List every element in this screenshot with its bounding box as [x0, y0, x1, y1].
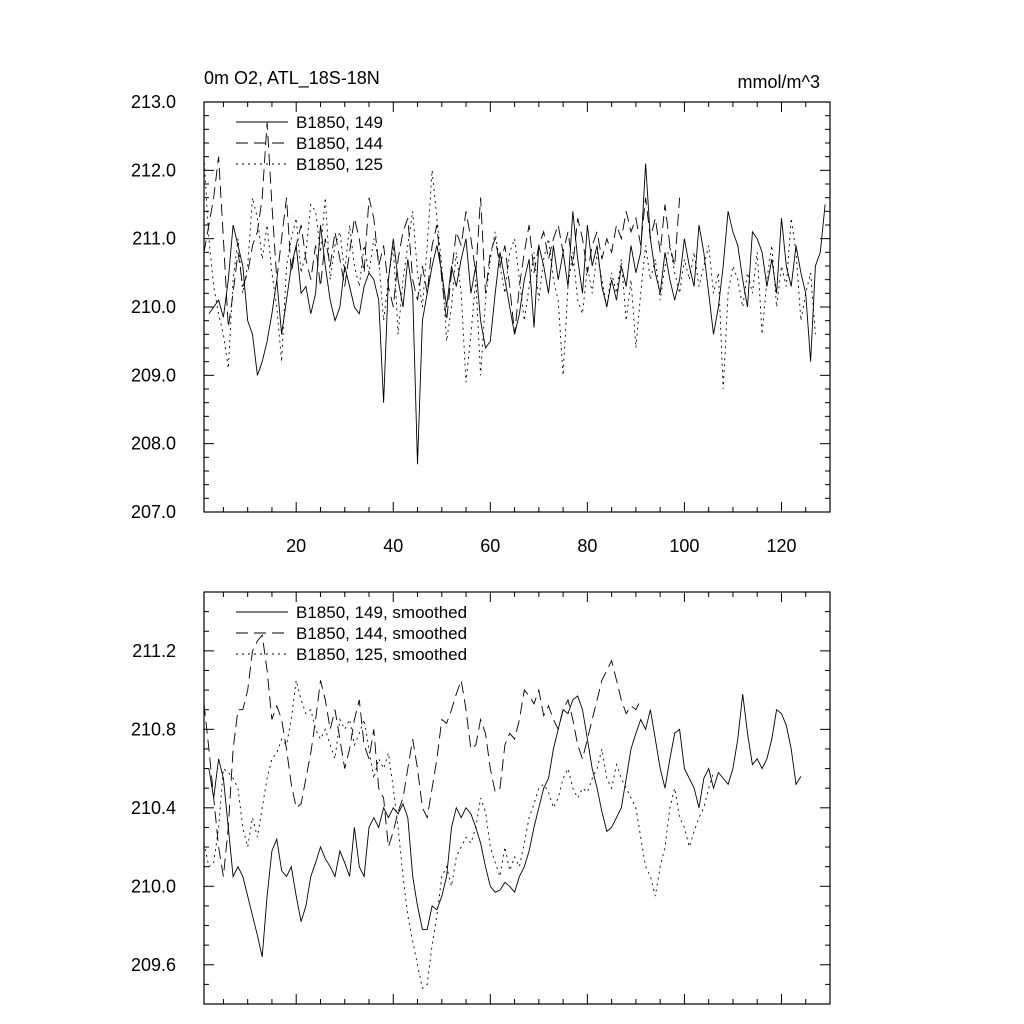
bottom-panel: 209.6 210.0 210.4 210.8 211.2 B1850, 149, sm… — [131, 591, 831, 1005]
panel-title: 0m O2, ATL_18S-18N — [204, 68, 380, 89]
y-tick-label: 210.8 — [131, 719, 176, 739]
x-tick-label: 60 — [480, 536, 500, 556]
x-tick-label: 20 — [286, 536, 306, 556]
x-tick-label: 80 — [577, 536, 597, 556]
y-tick-label: 208.0 — [131, 434, 176, 454]
legend-label: B1850, 125 — [296, 155, 383, 174]
series-line-3 — [203, 156, 816, 390]
legend-label: B1850, 144, smoothed — [296, 624, 467, 643]
series-line-1 — [208, 163, 826, 465]
x-tick-label: 40 — [383, 536, 403, 556]
y-tick-label: 209.0 — [131, 365, 176, 385]
plot-frame — [203, 101, 831, 513]
y-tick-label: 210.4 — [131, 798, 176, 818]
series-line-1 — [208, 693, 802, 957]
legend-label: B1850, 149 — [296, 113, 383, 132]
y-tick-label: 209.6 — [131, 955, 176, 975]
y-tick-label: 213.0 — [131, 92, 176, 112]
y-tick-label: 207.0 — [131, 502, 176, 522]
legend-label: B1850, 149, smoothed — [296, 603, 467, 622]
y-tick-label: 211.0 — [132, 229, 176, 249]
y-tick-label: 210.0 — [131, 297, 176, 317]
legend: B1850, 149, smoothed B1850, 144, smoothed… — [236, 603, 467, 664]
legend-label: B1850, 125, smoothed — [296, 645, 467, 664]
x-tick-label: 100 — [669, 536, 699, 556]
series-line-2 — [203, 634, 642, 877]
units-label: mmol/m^3 — [738, 72, 820, 92]
legend-label: B1850, 144 — [296, 134, 383, 153]
y-tick-label: 212.0 — [131, 160, 176, 180]
top-panel: 0m O2, ATL_18S-18N mmol/m^3 20 40 60 80 100 1… — [131, 68, 831, 556]
series-line-2 — [203, 122, 681, 335]
y-tick-label: 211.2 — [132, 641, 176, 661]
series-line-3 — [203, 680, 714, 990]
plot-frame — [203, 591, 831, 1005]
x-tick-label: 120 — [766, 536, 796, 556]
legend: B1850, 149 B1850, 144 B1850, 125 — [236, 113, 383, 174]
y-tick-label: 210.0 — [131, 876, 176, 896]
